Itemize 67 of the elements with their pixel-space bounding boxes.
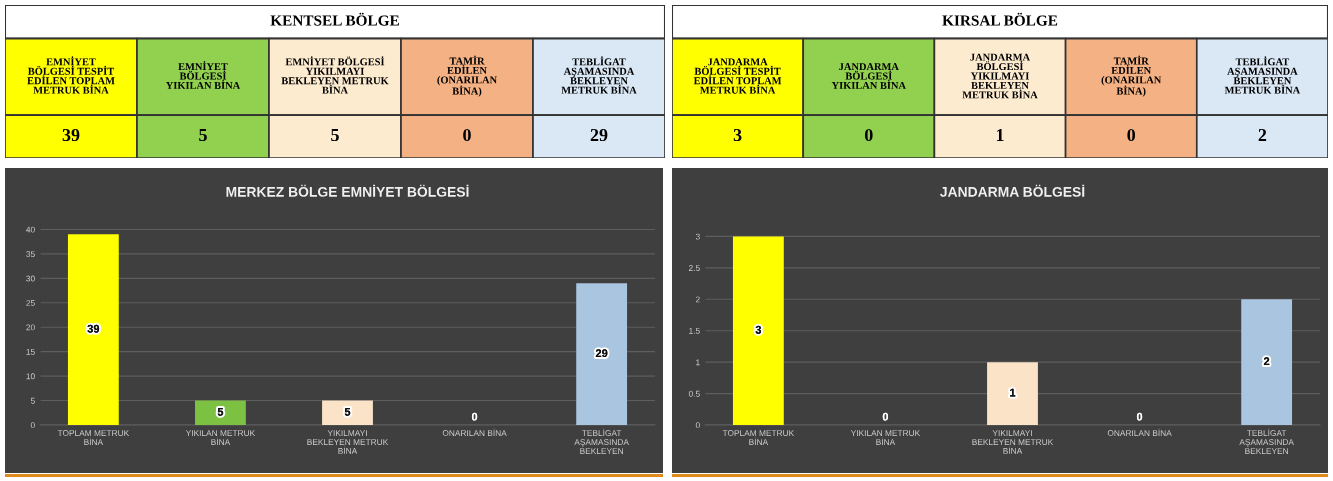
x-tick-label: ONARILAN BİNA — [442, 428, 507, 436]
category-label: EMNİYET BÖLGESİ TESPİT EDİLEN TOPLAM METRUK BİNA — [27, 56, 115, 94]
data-label: 5 — [217, 408, 224, 416]
data-label: 0 — [463, 128, 471, 142]
category-label: TEBLİGAT AŞAMASINDA BEKLEYEN METRUK BİNA — [1224, 56, 1301, 94]
data-label: 1 — [1010, 388, 1016, 397]
data-label: 0 — [864, 128, 873, 142]
bar — [987, 362, 1038, 425]
data-label: 39 — [62, 128, 80, 142]
data-label: 0 — [471, 412, 478, 421]
x-tick-label: YIKILMAYI BEKLEYEN METRUK BİNA — [307, 430, 389, 454]
y-tick-label: 2 — [695, 296, 700, 303]
text: KIRSAL BÖLGE — [942, 12, 1058, 26]
data-label: 2 — [1258, 128, 1267, 141]
x-tick-label: TOPLAM METRUK BİNA — [722, 430, 795, 445]
y-tick-label: 0 — [30, 422, 35, 429]
x-tick-label: TEBLİGAT AŞAMASINDA BEKLEYEN — [1239, 428, 1294, 454]
text: KENTSEL BÖLGE — [270, 12, 399, 26]
bar — [67, 234, 119, 425]
y-tick-label: 30 — [26, 275, 35, 282]
bar — [195, 400, 246, 425]
data-label: 2 — [1263, 357, 1270, 366]
category-label: JANDARMA BÖLGESİ YIKILMAYI BEKLEYEN METRUK BİNA — [962, 53, 1038, 99]
data-label: 5 — [331, 129, 339, 142]
x-tick-label: YIKILMAYI BEKLEYEN METRUK BİNA — [972, 430, 1054, 454]
data-label: 5 — [199, 129, 207, 142]
data-label: 0 — [1127, 128, 1136, 142]
x-tick-label: ONARILAN BİNA — [1107, 428, 1172, 436]
bar — [732, 236, 784, 425]
data-label: 1 — [996, 129, 1004, 141]
y-tick-label: 0 — [695, 422, 700, 429]
data-label: 3 — [755, 325, 762, 334]
y-tick-label: 3 — [695, 233, 700, 240]
x-tick-label: TOPLAM METRUK BİNA — [57, 430, 130, 445]
bar — [576, 283, 628, 425]
y-tick-label: 35 — [26, 251, 35, 257]
y-tick-label: 25 — [26, 299, 35, 306]
category-label: EMNİYET BÖLGESİ YIKILAN BİNA — [165, 61, 241, 89]
category-label: TAMİR EDİLEN (ONARILAN BİNA) — [437, 55, 497, 97]
data-label: 29 — [590, 128, 608, 142]
data-label: 5 — [344, 408, 351, 416]
chart-title: JANDARMA BÖLGESİ — [940, 184, 1085, 197]
x-tick-label: TEBLİGAT AŞAMASINDA BEKLEYEN — [574, 428, 629, 454]
y-tick-label: 1.5 — [689, 328, 700, 334]
y-tick-label: 20 — [26, 324, 35, 331]
data-label: 3 — [733, 128, 742, 142]
category-label: JANDARMA BÖLGESİ YIKILAN BİNA — [831, 63, 906, 89]
data-label: 39 — [87, 324, 100, 333]
y-tick-label: 0.5 — [688, 390, 700, 397]
bar — [1241, 299, 1293, 425]
chart-title: MERKEZ BÖLGE EMNİYET BÖLGESİ — [226, 184, 469, 197]
y-tick-label: 1 — [696, 359, 700, 366]
x-tick-label: YIKILAN METRUK BİNA — [185, 430, 256, 445]
data-label: 0 — [882, 412, 889, 421]
y-tick-label: 40 — [26, 226, 35, 233]
y-tick-label: 5 — [30, 397, 35, 404]
y-tick-label: 2.5 — [688, 265, 700, 271]
y-tick-label: 10 — [26, 373, 35, 380]
category-label: TEBLİGAT AŞAMASINDA BEKLEYEN METRUK BİNA — [561, 56, 637, 94]
x-tick-label: YIKILAN METRUK BİNA — [850, 430, 921, 445]
y-tick-label: 15 — [26, 348, 35, 355]
category-label: EMNİYET BÖLGESİ YIKILMAYI BEKLEYEN METRUK BİNA — [281, 56, 389, 94]
data-label: 0 — [1136, 412, 1143, 421]
data-label: 29 — [595, 349, 608, 358]
category-label: JANDARMA BÖLGESİ TESPİT EDİLEN TOPLAM METRUK BİNA — [693, 58, 782, 94]
bar — [322, 400, 373, 425]
category-label: TAMİR EDİLEN (ONARILAN BİNA) — [1101, 55, 1162, 97]
